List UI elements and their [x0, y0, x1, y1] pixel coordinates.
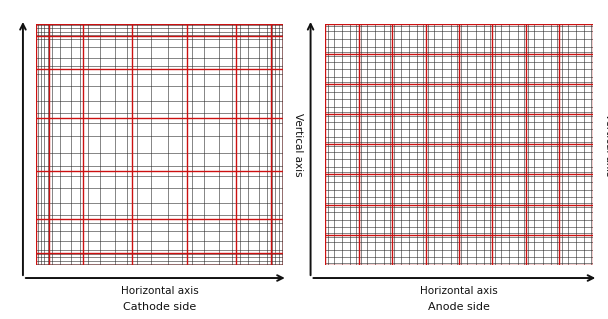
- Text: Horizontal axis: Horizontal axis: [420, 286, 498, 296]
- Text: Vertical axis: Vertical axis: [604, 113, 608, 176]
- Text: Cathode side: Cathode side: [123, 302, 196, 312]
- Text: Anode side: Anode side: [428, 302, 490, 312]
- Text: Vertical axis: Vertical axis: [292, 113, 303, 176]
- Text: Horizontal axis: Horizontal axis: [121, 286, 198, 296]
